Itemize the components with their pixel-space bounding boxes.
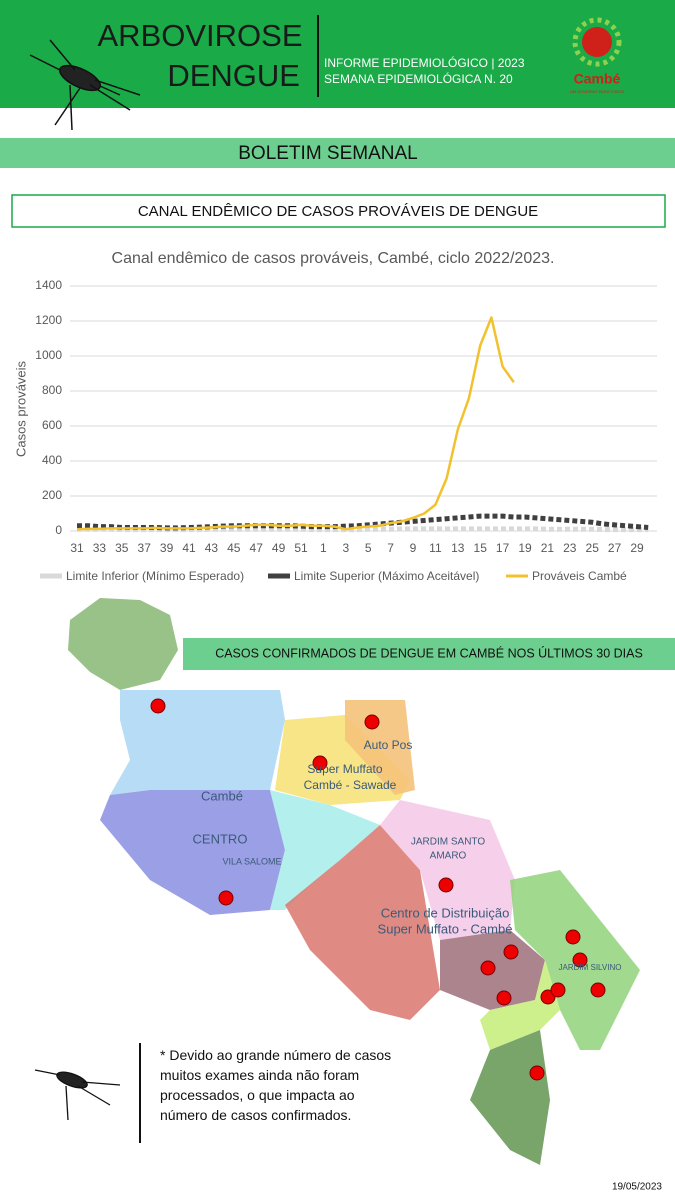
header-info: SEMANA EPIDEMIOLÓGICA N. 20	[324, 71, 513, 86]
header-title: ARBOVIROSE	[98, 18, 303, 53]
section-box	[11, 194, 666, 228]
map-label: Super Muffato	[307, 762, 382, 776]
x-tick-label: 21	[541, 541, 555, 555]
x-tick-label: 37	[138, 541, 152, 555]
header-bg	[0, 0, 675, 108]
x-tick-label: 39	[160, 541, 174, 555]
x-tick-label: 17	[496, 541, 510, 555]
x-tick-label: 23	[563, 541, 577, 555]
legend-label: Limite Superior (Máximo Aceitável)	[294, 569, 479, 583]
region	[380, 800, 515, 940]
banner	[0, 138, 675, 168]
region	[480, 960, 560, 1050]
map-title: CASOS CONFIRMADOS DE DENGUE EM CAMBÉ NOS…	[215, 645, 643, 660]
map-label: VILA SALOME	[222, 856, 281, 866]
region	[110, 690, 285, 795]
banner-text: BOLETIM SEMANAL	[238, 143, 418, 164]
x-tick-label: 41	[182, 541, 196, 555]
map-label: Cambé - Sawade	[304, 778, 397, 792]
x-tick-label: 3	[342, 541, 349, 555]
x-tick-label: 7	[387, 541, 394, 555]
header-info: INFORME EPIDEMIOLÓGICO | 2023	[324, 55, 525, 70]
y-tick-label: 800	[42, 383, 62, 397]
x-tick-label: 25	[586, 541, 600, 555]
y-tick-label: 400	[42, 453, 62, 467]
region	[270, 790, 380, 910]
legend-label: Prováveis Cambé	[532, 569, 627, 583]
x-tick-label: 33	[93, 541, 107, 555]
x-tick-label: 51	[294, 541, 308, 555]
mosquito	[34, 1069, 121, 1121]
x-tick-label: 13	[451, 541, 465, 555]
chart-title: Canal endêmico de casos prováveis, Cambé…	[112, 250, 555, 267]
y-tick-label: 0	[55, 523, 62, 537]
region	[275, 715, 410, 805]
y-tick-label: 1000	[35, 348, 62, 362]
section-title: CANAL ENDÊMICO DE CASOS PROVÁVEIS DE DEN…	[138, 203, 538, 220]
brazil-map	[68, 598, 178, 690]
map-label: Centro de Distribuição	[381, 905, 510, 920]
region	[100, 790, 285, 915]
y-tick-label: 1200	[35, 313, 62, 327]
map-label: Auto Pos	[364, 738, 413, 752]
y-tick-label: 600	[42, 418, 62, 432]
note: * Devido ao grande número de casos muito…	[160, 1047, 392, 1123]
logo-ring	[572, 17, 622, 67]
date: 19/05/2023	[612, 1182, 662, 1193]
x-tick-label: 49	[272, 541, 286, 555]
logo-text: Cambé	[574, 71, 621, 87]
region	[285, 825, 440, 1020]
case-points	[150, 698, 606, 1081]
x-tick-label: 43	[205, 541, 219, 555]
x-tick-label: 45	[227, 541, 241, 555]
x-tick-label: 47	[250, 541, 264, 555]
x-tick-label: 19	[518, 541, 532, 555]
y-tick-label: 1400	[35, 278, 62, 292]
map: CASOS CONFIRMADOS DE DENGUE EM CAMBÉ NOS…	[68, 598, 675, 1165]
series-line	[77, 513, 649, 531]
x-tick-label: 9	[410, 541, 417, 555]
map-label: AMARO	[430, 851, 467, 862]
x-tick-label: 15	[474, 541, 488, 555]
mosquito	[29, 39, 141, 131]
x-tick-label: 1	[320, 541, 327, 555]
x-tick-label: 27	[608, 541, 622, 555]
x-tick-label: 11	[429, 541, 442, 555]
map-label: Cambé	[201, 788, 243, 803]
y-axis-label: Casos prováveis	[13, 360, 28, 457]
region	[345, 700, 415, 795]
series-line	[77, 526, 649, 533]
legend-label: Limite Inferior (Mínimo Esperado)	[66, 569, 244, 583]
map-label: Super Muffato - Cambé	[378, 921, 513, 936]
x-tick-label: 29	[630, 541, 644, 555]
logo	[582, 27, 612, 57]
y-tick-label: 200	[42, 488, 62, 502]
x-tick-label: 5	[365, 541, 372, 555]
series-line	[76, 316, 515, 531]
header-title: DENGUE	[167, 58, 300, 93]
map-label: JARDIM SILVINO	[559, 963, 622, 972]
map-label: CENTRO	[193, 831, 248, 846]
x-tick-label: 31	[70, 541, 84, 555]
x-tick-label: 35	[115, 541, 129, 555]
region	[470, 1030, 550, 1165]
map-label: JARDIM SANTO	[411, 837, 485, 848]
map-banner	[183, 638, 675, 670]
logo-tagline: UM GOVERNO PARA TODOS	[570, 89, 625, 94]
